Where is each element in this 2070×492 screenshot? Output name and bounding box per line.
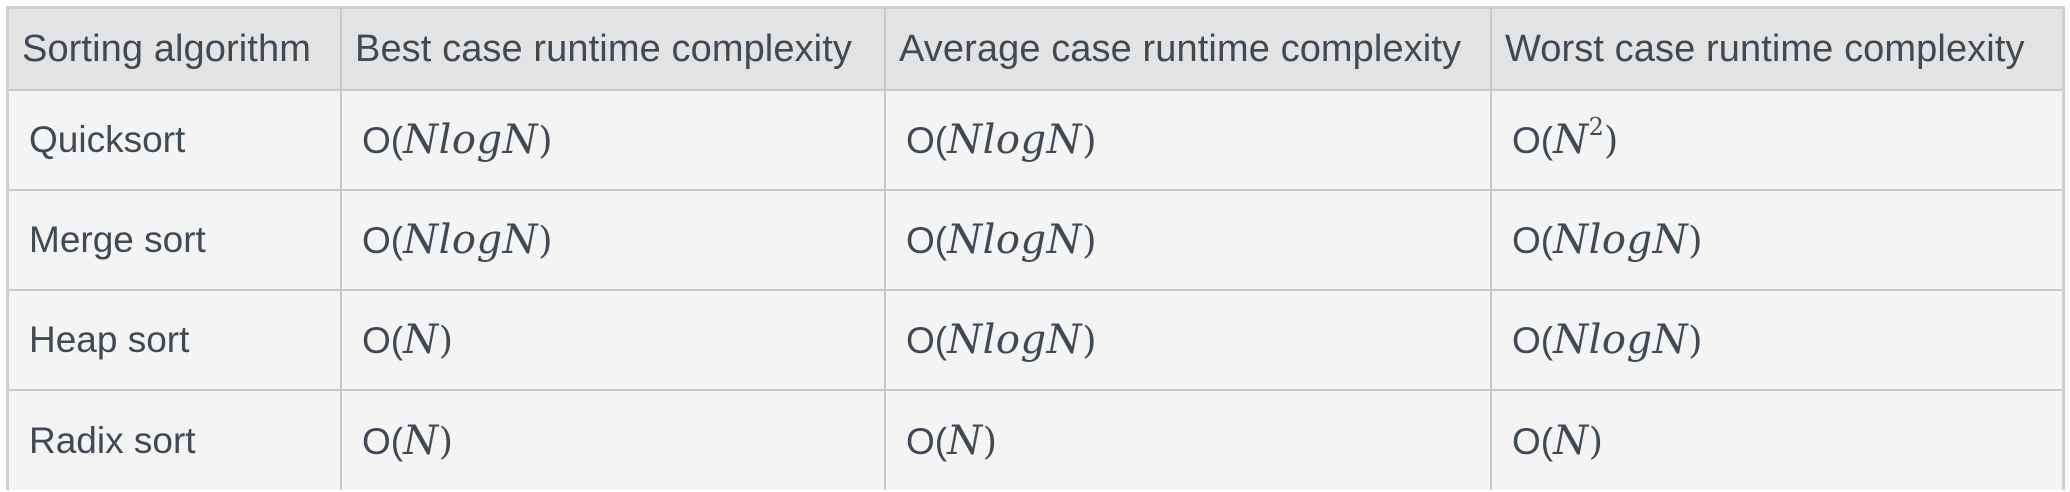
complexity-prefix: O( [1512, 320, 1554, 361]
sorting-complexity-table: Sorting algorithm Best case runtime comp… [9, 9, 2062, 490]
complexity-suffix: ) [1688, 219, 1703, 262]
algorithm-name: Heap sort [9, 289, 342, 391]
worst-case-cell: O(NlogN) [1490, 189, 2062, 291]
complexity-prefix: O( [906, 220, 948, 261]
header-best-case: Best case runtime complexity [340, 9, 886, 91]
complexity-prefix: O( [906, 120, 948, 161]
table-row: Merge sort O(NlogN) O(NlogN) O(NlogN) [9, 189, 2062, 291]
complexity-prefix: O( [906, 320, 948, 361]
algorithm-name: Radix sort [9, 389, 342, 490]
algorithm-name: Merge sort [9, 189, 342, 291]
complexity-suffix: ) [1082, 119, 1097, 162]
average-case-cell: O(N) [884, 389, 1492, 490]
header-average-case: Average case runtime complexity [884, 9, 1492, 91]
header-worst-case: Worst case runtime complexity [1490, 9, 2062, 91]
complexity-suffix: ) [1603, 119, 1619, 162]
header-row: Sorting algorithm Best case runtime comp… [9, 9, 2062, 91]
complexity-prefix: O( [1512, 220, 1554, 261]
average-case-cell: O(NlogN) [884, 189, 1492, 291]
complexity-suffix: ) [982, 419, 998, 463]
complexity-suffix: ) [438, 419, 454, 463]
best-case-cell: O(N) [340, 389, 886, 490]
best-case-cell: O(N) [340, 289, 886, 391]
complexity-table-container: Sorting algorithm Best case runtime comp… [6, 6, 2065, 490]
complexity-expression: N [947, 417, 983, 464]
table-row: Quicksort O(NlogN) O(NlogN) O(N2) [9, 89, 2062, 191]
complexity-expression: NlogN [1553, 217, 1689, 263]
complexity-expression: N [1553, 117, 1589, 163]
algorithm-name: Quicksort [9, 89, 342, 191]
complexity-expression: NlogN [403, 217, 539, 263]
complexity-prefix: O( [906, 420, 948, 462]
complexity-suffix: ) [438, 319, 454, 362]
header-sorting-algorithm: Sorting algorithm [9, 9, 342, 91]
complexity-expression: N [403, 317, 439, 363]
complexity-prefix: O( [362, 420, 404, 462]
complexity-expression: NlogN [1553, 317, 1689, 363]
average-case-cell: O(NlogN) [884, 89, 1492, 191]
complexity-prefix: O( [362, 220, 404, 261]
best-case-cell: O(NlogN) [340, 189, 886, 291]
complexity-expression: N [403, 417, 439, 464]
average-case-cell: O(NlogN) [884, 289, 1492, 391]
worst-case-cell: O(N) [1490, 389, 2062, 490]
table-row: Radix sort O(N) O(N) O(N) [9, 389, 2062, 490]
complexity-expression: NlogN [947, 117, 1083, 163]
table-header: Sorting algorithm Best case runtime comp… [9, 9, 2062, 91]
complexity-suffix: ) [1588, 419, 1604, 463]
best-case-cell: O(NlogN) [340, 89, 886, 191]
complexity-expression: NlogN [947, 317, 1083, 363]
worst-case-cell: O(NlogN) [1490, 289, 2062, 391]
complexity-prefix: O( [1512, 120, 1554, 161]
complexity-exponent: 2 [1588, 113, 1604, 141]
worst-case-cell: O(N2) [1490, 89, 2062, 191]
complexity-prefix: O( [362, 120, 404, 161]
complexity-suffix: ) [538, 219, 553, 262]
table-body: Quicksort O(NlogN) O(NlogN) O(N2) Merge … [9, 89, 2062, 490]
complexity-suffix: ) [1082, 319, 1097, 362]
complexity-prefix: O( [1512, 420, 1554, 462]
complexity-expression: N [1553, 417, 1589, 464]
complexity-suffix: ) [538, 119, 553, 162]
complexity-suffix: ) [1082, 219, 1097, 262]
complexity-expression: NlogN [947, 217, 1083, 263]
table-row: Heap sort O(N) O(NlogN) O(NlogN) [9, 289, 2062, 391]
complexity-suffix: ) [1688, 319, 1703, 362]
complexity-expression: NlogN [403, 117, 539, 163]
complexity-prefix: O( [362, 320, 404, 361]
